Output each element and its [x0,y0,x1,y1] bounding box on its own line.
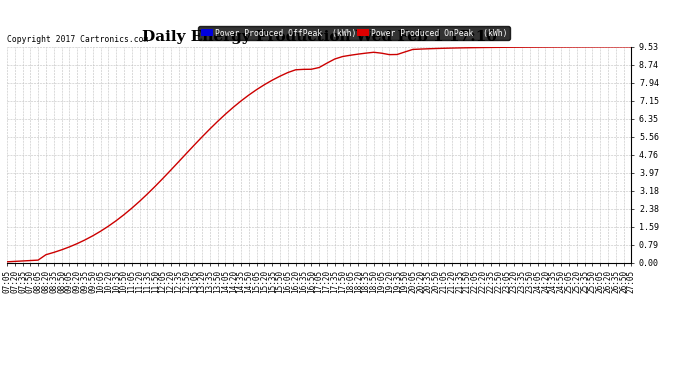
Title: Daily Energy Production Wed Feb 1 17:10: Daily Energy Production Wed Feb 1 17:10 [141,30,497,44]
Legend: Power Produced OffPeak  (kWh), Power Produced OnPeak  (kWh): Power Produced OffPeak (kWh), Power Prod… [198,26,510,40]
Text: Copyright 2017 Cartronics.com: Copyright 2017 Cartronics.com [7,35,148,44]
